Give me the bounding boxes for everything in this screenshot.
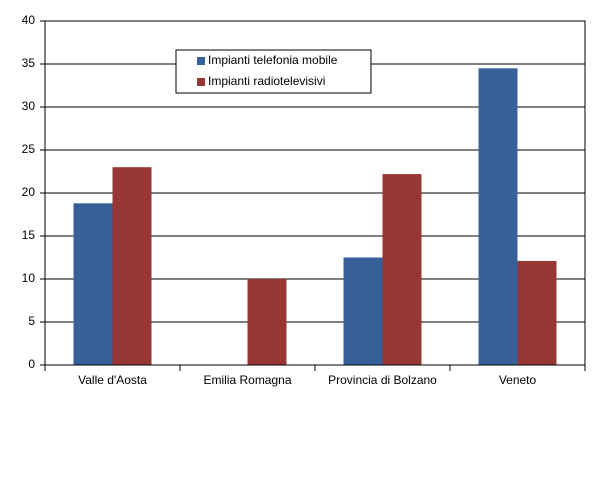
bar: [517, 260, 557, 365]
x-tick-label: Provincia di Bolzano: [328, 373, 437, 387]
y-tick-label: 40: [22, 13, 36, 27]
x-tick-label: Valle d'Aosta: [78, 373, 147, 387]
y-tick-label: 25: [22, 142, 36, 156]
bar: [73, 203, 113, 365]
plot-border: [44, 20, 586, 366]
x-tick-label: Veneto: [499, 373, 537, 387]
bar: [112, 167, 152, 365]
y-tick-label: 35: [22, 56, 36, 70]
y-tick-label: 20: [22, 185, 36, 199]
legend-label: Impianti radiotelevisivi: [208, 74, 325, 88]
bar: [382, 174, 422, 365]
bar: [478, 68, 518, 366]
y-tick-label: 30: [22, 99, 36, 113]
legend-swatch: [197, 78, 205, 86]
y-tick-label: 15: [22, 228, 36, 242]
legend-swatch: [197, 57, 205, 65]
bar: [247, 279, 287, 365]
x-tick-label: Emilia Romagna: [203, 373, 291, 387]
legend-label: Impianti telefonia mobile: [208, 53, 338, 67]
y-tick-label: 10: [22, 271, 36, 285]
y-tick-label: 5: [28, 314, 35, 328]
bar: [343, 257, 383, 365]
legend-box: [175, 49, 372, 94]
y-tick-label: 0: [28, 357, 35, 371]
